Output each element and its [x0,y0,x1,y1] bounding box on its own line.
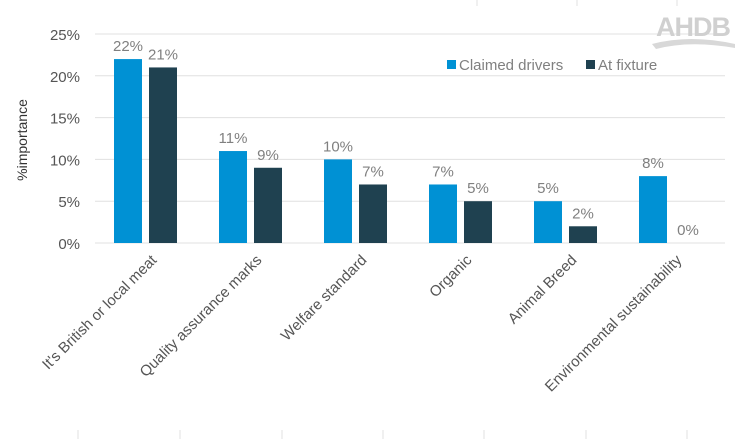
data-label: 9% [257,147,279,164]
bar [324,159,352,243]
data-label: 11% [219,130,248,147]
bar [464,201,492,243]
legend-swatch-claimed-drivers [447,60,456,69]
x-tick-label: It's British or local meat [39,251,161,373]
x-tick-label: Welfare standard [278,252,371,345]
x-tick-label: Organic [426,251,476,301]
legend-swatch-at-fixture [586,60,595,69]
data-label: 10% [323,138,353,155]
y-tick-label: 15% [50,111,80,128]
data-label: 8% [642,155,664,172]
bar [149,67,177,243]
svg-text:AHDB: AHDB [656,12,730,42]
y-tick-label: 20% [50,69,80,86]
legend: Claimed drivers At fixture [447,57,657,74]
ahdb-logo: AHDB [652,12,735,49]
bar [254,167,282,243]
legend-label-claimed-drivers: Claimed drivers [459,57,563,74]
data-label: 5% [467,180,489,197]
y-tick-label: 0% [58,236,80,253]
data-label: 5% [537,180,559,197]
data-label: 21% [148,46,178,63]
y-tick-label: 5% [58,194,80,211]
y-axis-title: %importance [14,99,30,181]
x-tick-label: Animal Breed [505,252,581,328]
data-label: 2% [572,205,594,222]
bar [114,59,142,243]
bar [219,151,247,243]
bar [534,201,562,243]
data-label: 22% [113,38,143,55]
y-tick-label: 10% [50,152,80,169]
y-tick-label: 25% [50,27,80,44]
x-tick-label: Quality assurance marks [137,252,266,381]
data-label: 7% [362,163,384,180]
data-label: 0% [677,222,699,239]
bar [569,226,597,243]
bar [639,176,667,243]
bar [359,184,387,243]
data-label: 7% [432,163,454,180]
bar [429,184,457,243]
legend-label-at-fixture: At fixture [598,57,657,74]
